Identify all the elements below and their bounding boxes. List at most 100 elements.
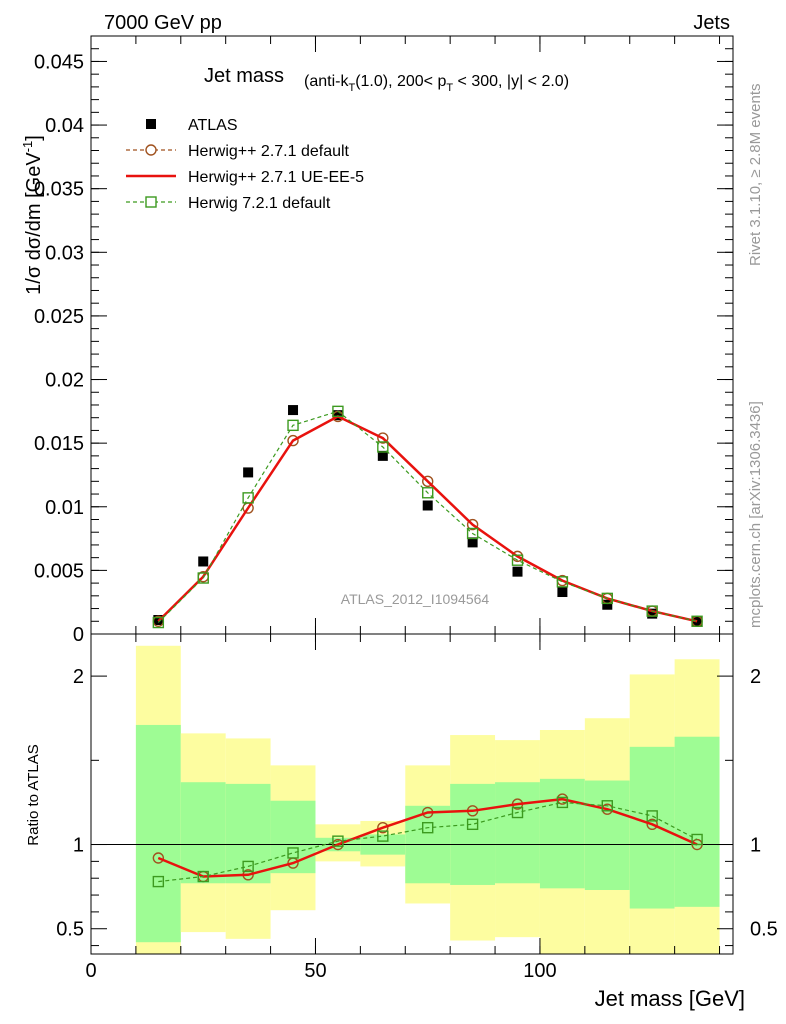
- x-tick-labels: 0 50 100: [85, 960, 556, 982]
- atlas-data-point: [557, 587, 568, 598]
- x-tick-label: 50: [304, 960, 326, 982]
- main-title: Jet mass: [204, 65, 284, 87]
- ratio-herwig7-marker: [422, 821, 434, 834]
- ratio-herwig7-marker: [646, 810, 658, 822]
- herwig7-marker: [377, 441, 389, 453]
- ratio-band-inner: [270, 800, 316, 874]
- main-y-axis-label: 1/σ dσ/dm [GeV-1]: [20, 135, 45, 295]
- atlas-data-point: [198, 556, 209, 567]
- herwig7-marker: [197, 572, 209, 584]
- ratio-y-axis-label: Ratio to ATLAS: [25, 744, 42, 845]
- ratio-herwig7-marker: [197, 870, 209, 883]
- ratio-herwig7-marker: [556, 796, 569, 809]
- ratio-band-inner: [539, 778, 585, 889]
- atlas-data-point: [422, 500, 433, 511]
- herwig7-marker: [511, 554, 524, 566]
- main-y-tick-label: 0.035: [34, 179, 84, 201]
- ratio-band-inner: [135, 724, 181, 943]
- ratio-ueee5-line: [157, 797, 698, 878]
- legend-herwig7-marker: [145, 196, 157, 208]
- legend-label: Herwig++ 2.7.1 default: [188, 143, 350, 160]
- atlas-data-point: [512, 566, 523, 577]
- herwig7-marker: [466, 527, 479, 540]
- atlas-data-point: [647, 608, 658, 619]
- herwig7-line: [157, 410, 698, 623]
- herwigpp-default-marker: [377, 432, 389, 444]
- main-yticklabels: 0 0.005 0.01 0.015 0.02 0.025 0.03 0.035 0.04 0.0…: [34, 51, 84, 646]
- ratio-band-inner: [674, 736, 720, 907]
- atlas-data-point: [467, 537, 478, 548]
- atlas-data-point: [602, 599, 613, 610]
- atlas-data-point: [288, 405, 299, 416]
- legend-label: Herwig 7.2.1 default: [188, 195, 331, 212]
- energy-label: 7000 GeV pp: [104, 12, 222, 34]
- ratio-band-inner: [225, 783, 271, 884]
- rivet-label: Rivet 3.1.10, ≥ 2.8M events: [747, 84, 764, 267]
- x-axis-label: Jet mass [GeV]: [595, 986, 745, 1011]
- herwigpp-default-marker: [287, 434, 299, 447]
- ratio-band-inner: [450, 783, 496, 885]
- ratio-frame: [90, 633, 734, 955]
- herwigpp-default-marker: [422, 475, 434, 488]
- x-tick-label: 0: [85, 960, 96, 982]
- ratio-default-marker: [377, 821, 389, 834]
- ratio-herwig7-marker: [377, 830, 389, 842]
- herwig7-marker: [556, 576, 569, 588]
- main-panel: 0 0.005 0.01 0.015 0.02 0.025 0.03 0.035 0.04 0.0…: [20, 35, 734, 646]
- main-y-tick-label: 0.01: [45, 497, 84, 519]
- ratio-y-tick-label-left: 0.5: [56, 919, 84, 941]
- legend-label: Herwig++ 2.7.1 UE-EE-5: [188, 169, 364, 186]
- ratio-band-inner: [180, 782, 226, 884]
- main-y-tick-label: 0.015: [34, 433, 84, 455]
- herwig7-marker: [601, 592, 613, 605]
- herwig7-marker: [152, 616, 165, 629]
- ratio-panel: 0.5 0.5 1 1 2 2 0 50 100 Ratio to ATLAS Jet mas…: [25, 633, 778, 1011]
- herwig7-marker: [242, 492, 254, 504]
- ratio-y-tick-label-right: 1: [750, 835, 761, 857]
- source-label: mcplots.cern.ch [arXiv:1306.3436]: [747, 401, 764, 628]
- legend-default-marker: [145, 144, 157, 156]
- ratio-herwig7-marker: [466, 818, 479, 831]
- herwigpp-default-marker: [466, 518, 479, 531]
- ratio-herwig7-marker: [601, 800, 613, 812]
- ratio-yticklabels: 0.5 0.5 1 1 2 2: [56, 666, 778, 941]
- main-y-tick-label: 0.005: [34, 560, 84, 582]
- main-y-tick-label: 0.045: [34, 51, 84, 73]
- ratio-default-marker: [646, 818, 658, 831]
- ratio-herwig7-line: [158, 801, 698, 883]
- atlas-data-point: [243, 467, 254, 478]
- legend-label: ATLAS: [188, 117, 238, 134]
- ratio-band-inner: [495, 782, 540, 884]
- ratio-herwig7-marker: [287, 847, 299, 859]
- herwig7-marker: [646, 605, 658, 617]
- ratio-bands: [135, 645, 720, 954]
- legend-atlas-marker: [146, 119, 156, 129]
- main-y-tick-label: 0: [73, 624, 84, 646]
- atlas-data-point: [377, 450, 388, 461]
- ratio-series: [152, 793, 703, 888]
- ratio-herwig7-marker: [332, 835, 344, 847]
- ratio-herwig7-marker: [242, 860, 254, 873]
- herwig7-marker: [422, 487, 434, 499]
- main-series: [152, 405, 703, 629]
- main-y-tick-label: 0.03: [45, 242, 84, 264]
- watermark: ATLAS_2012_I1094564: [341, 591, 490, 607]
- ratio-herwig7-marker: [152, 875, 165, 888]
- ratio-default-marker: [152, 852, 165, 864]
- main-y-tick-label: 0.025: [34, 306, 84, 328]
- main-y-tick-label: 0.02: [45, 370, 84, 392]
- herwig7-marker: [691, 615, 703, 627]
- ratio-band-inner: [629, 746, 675, 909]
- ratio-herwig7-marker: [511, 806, 524, 819]
- category-label: Jets: [693, 12, 730, 34]
- legend: ATLAS Herwig++ 2.7.1 default Herwig++ 2.7.…: [126, 117, 364, 212]
- ratio-band-inner: [584, 780, 630, 890]
- ratio-y-tick-label-left: 1: [73, 835, 84, 857]
- herwig7-marker: [287, 419, 299, 432]
- ratio-y-tick-label-right: 0.5: [750, 919, 778, 941]
- ratio-y-tick-label-left: 2: [73, 666, 84, 688]
- main-y-tick-label: 0.04: [45, 115, 84, 137]
- herwig7-marker: [332, 405, 344, 418]
- ratio-y-tick-label-right: 2: [750, 666, 761, 688]
